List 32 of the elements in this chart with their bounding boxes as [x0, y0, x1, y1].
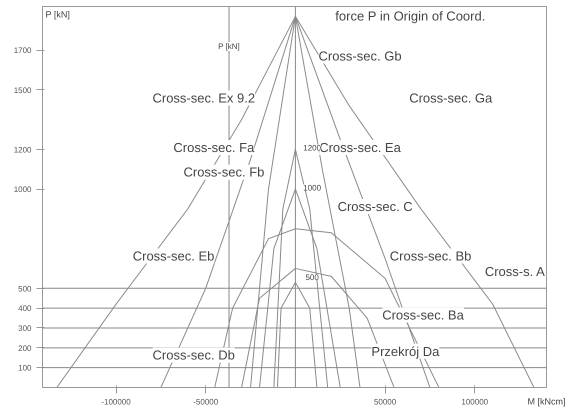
annotation: Cross-sec. Ex 9.2: [152, 90, 256, 106]
annotation: Cross-s. A: [484, 264, 546, 279]
y-tick-label: 100: [18, 364, 32, 373]
y-tick-label: 1700: [14, 46, 32, 56]
x-tick-label: 50000: [374, 398, 397, 406]
annotation: Cross-sec. Ga: [409, 90, 494, 106]
annotation: 1200: [303, 143, 322, 152]
y-tick-label: 400: [18, 304, 32, 314]
annotation: Cross-sec. Ba: [382, 308, 465, 323]
y-tick-label: 1500: [14, 86, 32, 95]
x-axis-title: M [kNcm]: [528, 396, 566, 406]
y-tick-label: 1200: [14, 145, 32, 154]
y-axis-title: P [kN]: [46, 10, 70, 20]
annotation: Cross-sec. Gb: [318, 48, 402, 64]
x-tick-label: 100000: [461, 398, 489, 406]
annotation: Przekrój Da: [371, 344, 440, 359]
annotation: Cross-sec. C: [338, 199, 413, 214]
x-tick-label: -50000: [193, 398, 219, 406]
x-tick-label: -100000: [101, 398, 132, 406]
annotation: Cross-sec. Bb: [390, 248, 472, 264]
y-tick-label: 300: [18, 324, 32, 333]
annotation: P [kN]: [218, 42, 240, 52]
y-tick-label: 200: [18, 344, 32, 353]
annotation: Cross-sec. Db: [152, 348, 235, 363]
annotation: Cross-sec. Eb: [132, 248, 214, 264]
y-tick-label: 500: [18, 284, 32, 294]
annotation: 500: [305, 273, 320, 282]
annotation: Cross-sec. Fb: [183, 164, 264, 180]
annotation: 1000: [303, 183, 322, 192]
annotation: Cross-sec. Fa: [173, 140, 256, 155]
y-tick-label: 1000: [14, 185, 32, 194]
annotation: force P in Origin of Coord.: [335, 8, 486, 24]
